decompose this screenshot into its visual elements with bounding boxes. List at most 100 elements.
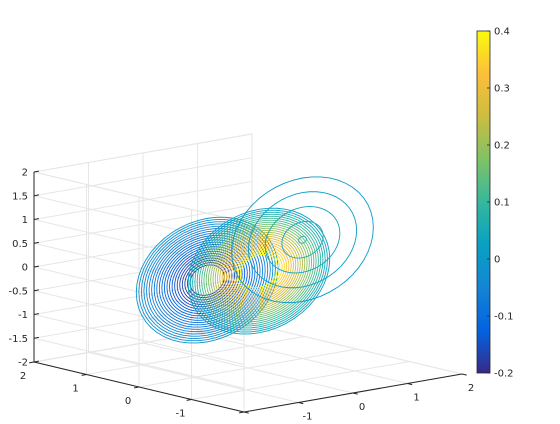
x-tick-label: 2 [468,383,474,394]
gridline-z-side [33,314,245,365]
x-tick-label: 1 [413,393,419,404]
gridline-z-back [33,299,253,339]
z-tick [33,241,39,244]
contour-line-peak-1 [210,227,308,315]
contour-line-peak-2 [281,220,324,259]
colorbar-tick-label: -0.1 [494,312,514,323]
contour-line-peak-1 [226,241,292,301]
x-tick [243,411,249,414]
x-tick-label: -1 [303,412,313,421]
contour-line-peak-1 [223,239,294,303]
contour-line-peak-0 [143,223,271,337]
y-tick-label: 1 [72,384,78,395]
y-tick [239,411,245,414]
contour-line-peak-1 [214,231,304,311]
contour-line-peak-1 [212,229,306,313]
z-tick [33,170,39,173]
z-tick-label: 1 [22,215,28,226]
gridline-z-back [33,133,253,173]
contour-line-peak-0 [186,262,228,299]
z-tick-label: -1.5 [8,334,28,345]
colorbar-tick-label: 0.4 [494,27,510,38]
contour-line-peak-1 [230,246,288,297]
contour-line-peak-1 [203,221,315,321]
gridline-z-back [33,181,253,220]
contour-line-peak-1 [239,254,279,289]
y-tick [81,374,87,376]
x-tick [461,373,467,376]
contour-line-peak-2 [231,176,374,304]
y-tick-label: -1 [176,409,186,420]
gridline-y-floor [138,348,358,388]
z-tick [33,313,39,315]
contour-line-peak-1 [205,223,313,319]
x-tick [407,383,413,386]
y-tick [186,399,192,401]
contour-line-peak-0 [176,253,238,308]
contour-line-peak-1 [194,213,324,329]
contour-line-peak-0 [179,255,235,305]
gridline-y-floor [191,361,410,400]
colorbar-tick-label: 0.3 [494,84,510,95]
contour-line-peak-0 [135,216,279,344]
gridline-y-floor [86,336,305,375]
y-tick-label: 0 [125,396,131,407]
contour-line-peak-1 [217,233,301,309]
contour-line-peak-0 [161,239,253,321]
z-tick-label: 0 [22,263,28,274]
gridline-z-side [33,337,245,389]
contour-line-peak-1 [235,250,283,293]
contour-line-peak-1 [237,252,281,291]
gridline-z-side [33,171,245,223]
z-tick [33,218,39,220]
z-tick [33,194,39,197]
z-tick-label: -0.5 [8,286,28,297]
z-tick [33,265,39,268]
gridline-z-side [33,219,245,270]
contour-line-peak-0 [174,250,241,310]
x-tick [352,392,358,395]
y-tick [134,386,140,389]
colorbar-tick-label: -0.2 [494,369,514,380]
contour-line-peak-1 [198,217,319,325]
contour-line-peak-1 [232,248,285,295]
y-tick [29,361,35,364]
gridline-z-back [33,157,253,197]
contour-line-peak-2 [298,235,307,244]
contour-line-peak-2 [264,206,341,274]
contour-line-peak-0 [166,244,248,317]
x-tick-label: 0 [359,402,365,413]
colorbar-tick-label: 0.2 [494,141,510,152]
contour-line-peak-0 [181,257,233,303]
contour-line-peak-0 [140,221,274,339]
contour-line-peak-1 [207,225,310,317]
gridline-z-side [33,195,245,247]
z-tick-label: 1.5 [12,191,28,202]
z-tick-label: 0.5 [12,239,28,250]
contour-line-peak-0 [184,259,230,301]
contour-line-peak-1 [189,209,328,333]
contour-line-peak-2 [247,191,358,289]
contour-line-peak-1 [192,211,326,331]
colorbar-tick-label: 0.1 [494,198,510,209]
z-tick-label: -2 [18,358,28,369]
z-tick-label: -1 [18,310,28,321]
contour-line-peak-1 [187,207,331,335]
contour-line-peak-1 [201,219,317,323]
y-tick-label: 2 [20,371,26,382]
contour-line-peak-0 [156,234,258,326]
contour-line-peak-1 [221,237,297,305]
colorbar-tick-label: 0 [494,255,500,266]
z-tick [33,289,39,292]
contour-line-peak-1 [219,235,299,307]
contour-line-peak-1 [196,215,322,327]
z-tick [33,360,39,363]
gridline-z-back [33,323,253,363]
gridline-z-back [33,204,253,244]
z-tick [33,336,39,339]
contour-line-peak-1 [228,243,290,299]
x-tick [298,402,304,405]
z-tick-label: 2 [22,168,28,179]
